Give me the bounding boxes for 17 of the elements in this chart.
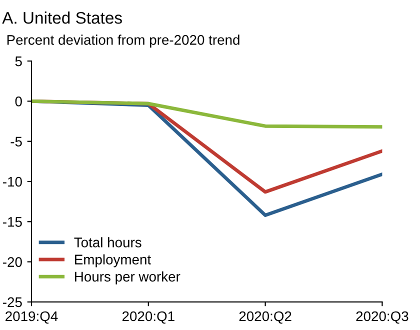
y-tick-label: 5 [15, 56, 22, 66]
y-tick-label: -10 [3, 176, 22, 187]
legend-label: Total hours [74, 237, 142, 248]
legend-label: Hours per worker [75, 271, 180, 284]
x-tick-label: 2020:Q2 [239, 311, 292, 324]
x-tick-label: 2020:Q1 [122, 311, 174, 324]
y-tick-label: -20 [3, 257, 22, 267]
y-tick-label: -15 [3, 217, 22, 227]
y-tick-label: -25 [3, 297, 22, 308]
legend-label: Employment [75, 254, 151, 268]
x-tick-label: 2019:Q4 [6, 311, 58, 324]
line-series [32, 99, 382, 129]
chart-title: A. United States [2, 12, 122, 24]
y-tick-label: -5 [10, 136, 22, 147]
chart-subtitle: Percent deviation from pre-2020 trend [7, 34, 240, 48]
y-tick-label: 0 [15, 96, 22, 106]
x-tick-label: 2020:Q3 [356, 311, 408, 324]
